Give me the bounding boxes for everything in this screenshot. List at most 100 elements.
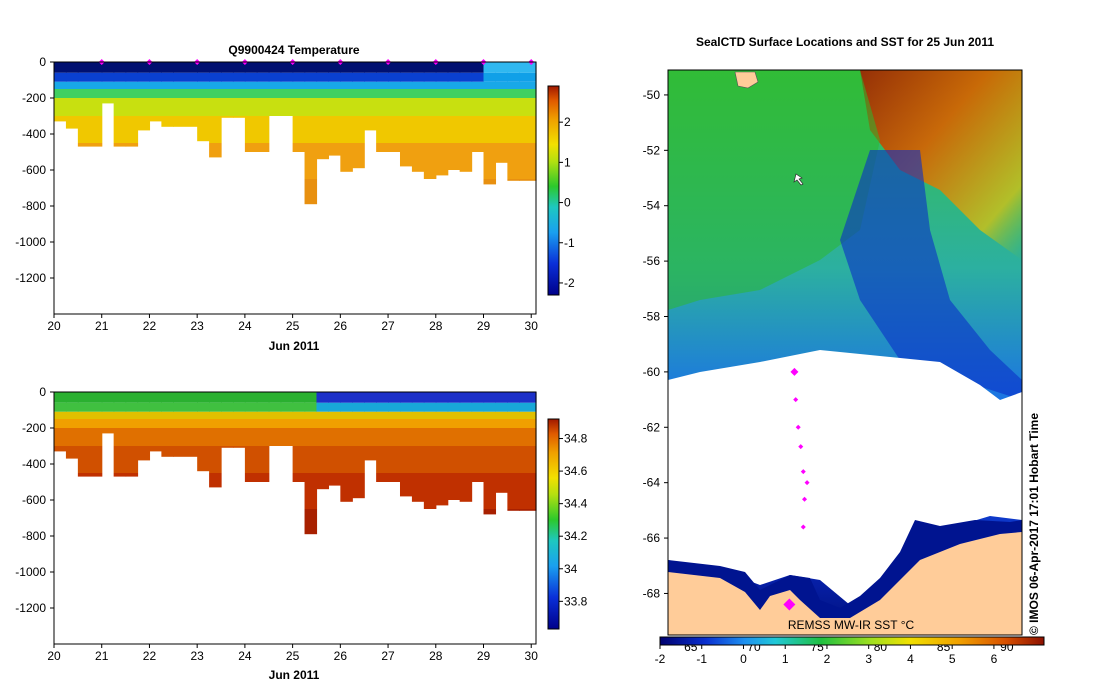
profile-cell [316,62,330,73]
profile-cell [459,143,473,172]
profile-cell [101,428,115,434]
profile-column [197,392,210,472]
profile-cell [459,89,473,98]
salinity-section [54,392,537,535]
profile-column [244,62,258,152]
profile-column [411,392,425,502]
profile-cell [292,392,306,403]
profile-cell [280,72,294,82]
x-tick-label: 25 [286,319,300,333]
temperature-colorbar [547,85,560,296]
sst-tick-label: 3 [865,652,872,666]
profile-cell [340,411,353,419]
profile-column [268,392,282,446]
profile-cell [519,98,537,116]
profile-cell [399,89,413,98]
profile-cell [173,98,198,116]
profile-cell [65,98,79,116]
profile-cell [113,62,127,73]
profile-cell [256,143,270,152]
profile-cell [388,89,401,98]
profile-cell [292,411,306,419]
profile-cell [316,392,330,403]
y-tick-label: -200 [22,421,46,435]
profile-column [388,392,401,482]
sst-map [668,70,1022,635]
profile-cell [435,473,449,506]
profile-cell [161,446,174,457]
profile-cell [435,419,449,428]
temperature-section [54,62,537,205]
profile-column [232,392,246,448]
profile-cell [232,98,246,116]
y-tick-label: -200 [22,91,46,105]
profile-cell [54,411,67,419]
profile-cell [244,392,258,403]
profile-cell [483,72,497,82]
profile-cell [447,473,461,500]
profile-cell [495,446,508,473]
profile-cell [411,98,425,116]
profile-cell [471,62,485,73]
profile-cell [399,411,413,419]
y-tick-label: -1000 [15,235,46,249]
profile-cell [149,392,162,403]
profile-cell [411,116,425,143]
x-tick-label: 25 [286,649,300,663]
profile-column [483,62,497,185]
profile-cell [101,419,115,428]
profile-column [304,62,318,205]
profile-cell [447,392,461,403]
profile-cell [495,81,508,89]
profile-cell [256,419,270,428]
profile-cell [519,72,537,82]
x-tick-label: 29 [477,649,491,663]
profile-column [280,392,294,446]
profile-cell [388,81,401,89]
profile-cell [77,402,103,412]
colorbar-tick-label: 2 [564,115,571,129]
profile-cell [173,81,198,89]
imos-credit: © IMOS 06-Apr-2017 17:01 Hobart Time [1027,413,1041,635]
profile-cell [137,402,151,412]
profile-cell [459,428,473,446]
profile-column [161,62,174,127]
profile-cell [54,446,67,452]
profile-cell [376,402,389,412]
profile-column [292,62,306,152]
profile-cell [137,62,151,73]
profile-cell [65,411,79,419]
profile-cell [125,473,139,477]
profile-cell [173,392,198,403]
profile-cell [495,62,508,73]
x-tick-label: 28 [429,649,443,663]
profile-cell [304,446,318,473]
profile-cell [77,143,103,147]
y-tick-label: -800 [22,529,46,543]
profile-cell [352,72,365,82]
profile-cell [77,72,103,82]
profile-cell [435,98,449,116]
profile-cell [197,62,210,73]
profile-cell [495,402,508,412]
profile-cell [125,446,139,473]
profile-cell [352,402,365,412]
profile-cell [197,428,210,446]
profile-cell [340,89,353,98]
profile-cell [113,473,127,477]
profile-cell [256,428,270,446]
profile-cell [256,473,270,482]
profile-cell [161,98,174,116]
profile-column [65,392,79,459]
profile-cell [125,143,139,147]
profile-cell [113,419,127,428]
profile-cell [447,62,461,73]
profile-cell [161,116,174,127]
profile-cell [209,419,222,428]
profile-cell [423,116,437,143]
profile-cell [483,62,497,73]
profile-cell [340,143,353,172]
profile-cell [388,62,401,73]
profile-cell [471,411,485,419]
x-tick-label: 23 [190,649,204,663]
